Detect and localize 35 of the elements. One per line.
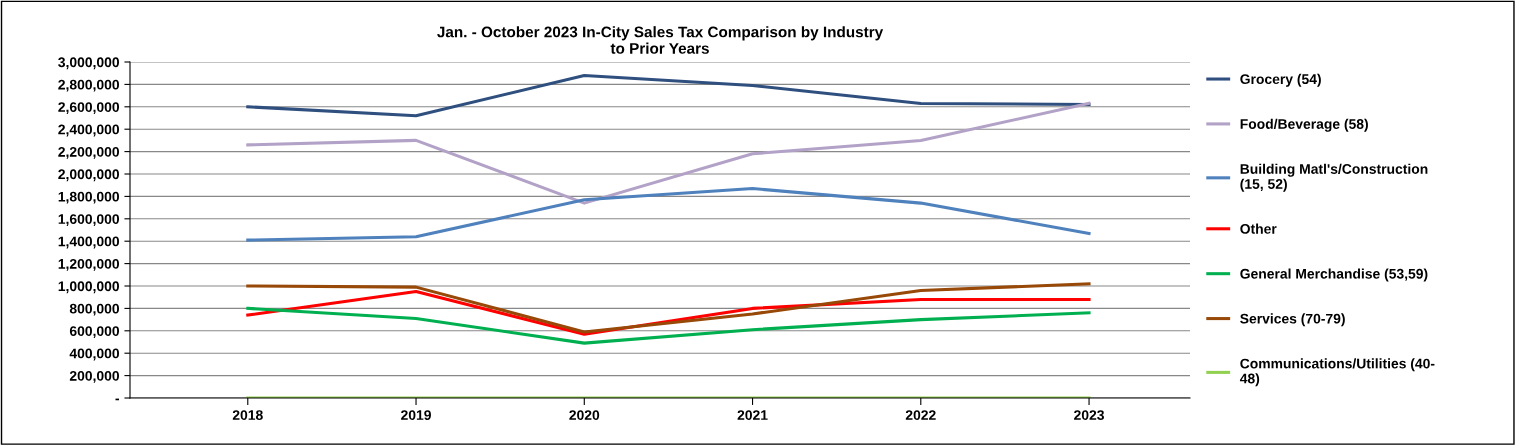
line-series: [246, 306, 1091, 345]
x-tick-label: 2022: [905, 410, 936, 421]
legend-label: Building Matl's/Construction (15, 52): [1240, 163, 1428, 192]
legend-label: General Merchandise (53,59): [1240, 268, 1428, 282]
y-tick-label: 1,800,000: [58, 191, 120, 204]
y-tick-label: 200,000: [69, 370, 120, 383]
y-tick-label: 600,000: [69, 326, 120, 338]
y-tick-label: -: [115, 398, 120, 401]
chart-title: Jan. - October 2023 In-City Sales Tax Comparison by Industry to Prior Years: [437, 26, 884, 54]
legend-label: Grocery (54): [1240, 73, 1321, 87]
y-tick-label: 1,600,000: [58, 214, 120, 226]
x-tick-label: 2020: [569, 410, 600, 421]
x-tick-label: 2021: [737, 410, 768, 421]
y-tick-label: 800,000: [69, 303, 120, 316]
y-tick-label: 1,200,000: [58, 258, 120, 271]
legend-label: Food/Beverage (58): [1240, 118, 1368, 132]
y-tick-label: 2,200,000: [58, 146, 120, 159]
y-tick-label: 1,000,000: [58, 281, 120, 294]
y-tick-label: 400,000: [69, 348, 120, 361]
line-series: [246, 101, 1091, 205]
x-tick-label: 2018: [232, 410, 263, 421]
line-series: [246, 282, 1091, 334]
y-tick-label: 2,400,000: [58, 124, 120, 137]
y-tick-label: 2,600,000: [58, 102, 120, 114]
x-tick-label: 2019: [401, 410, 431, 421]
legend-label: Other: [1240, 223, 1277, 234]
y-tick-label: 2,000,000: [58, 169, 120, 182]
y-tick-label: 3,000,000: [58, 57, 120, 70]
y-tick-label: 2,800,000: [58, 79, 120, 92]
line-series: [246, 187, 1091, 242]
y-tick-label: 1,400,000: [58, 236, 120, 249]
legend-label: Communications/Utilities (40- 48): [1239, 358, 1435, 387]
line-series: [246, 73, 1091, 118]
x-tick-label: 2023: [1074, 410, 1104, 421]
legend-label: Services (70-79): [1240, 313, 1345, 327]
